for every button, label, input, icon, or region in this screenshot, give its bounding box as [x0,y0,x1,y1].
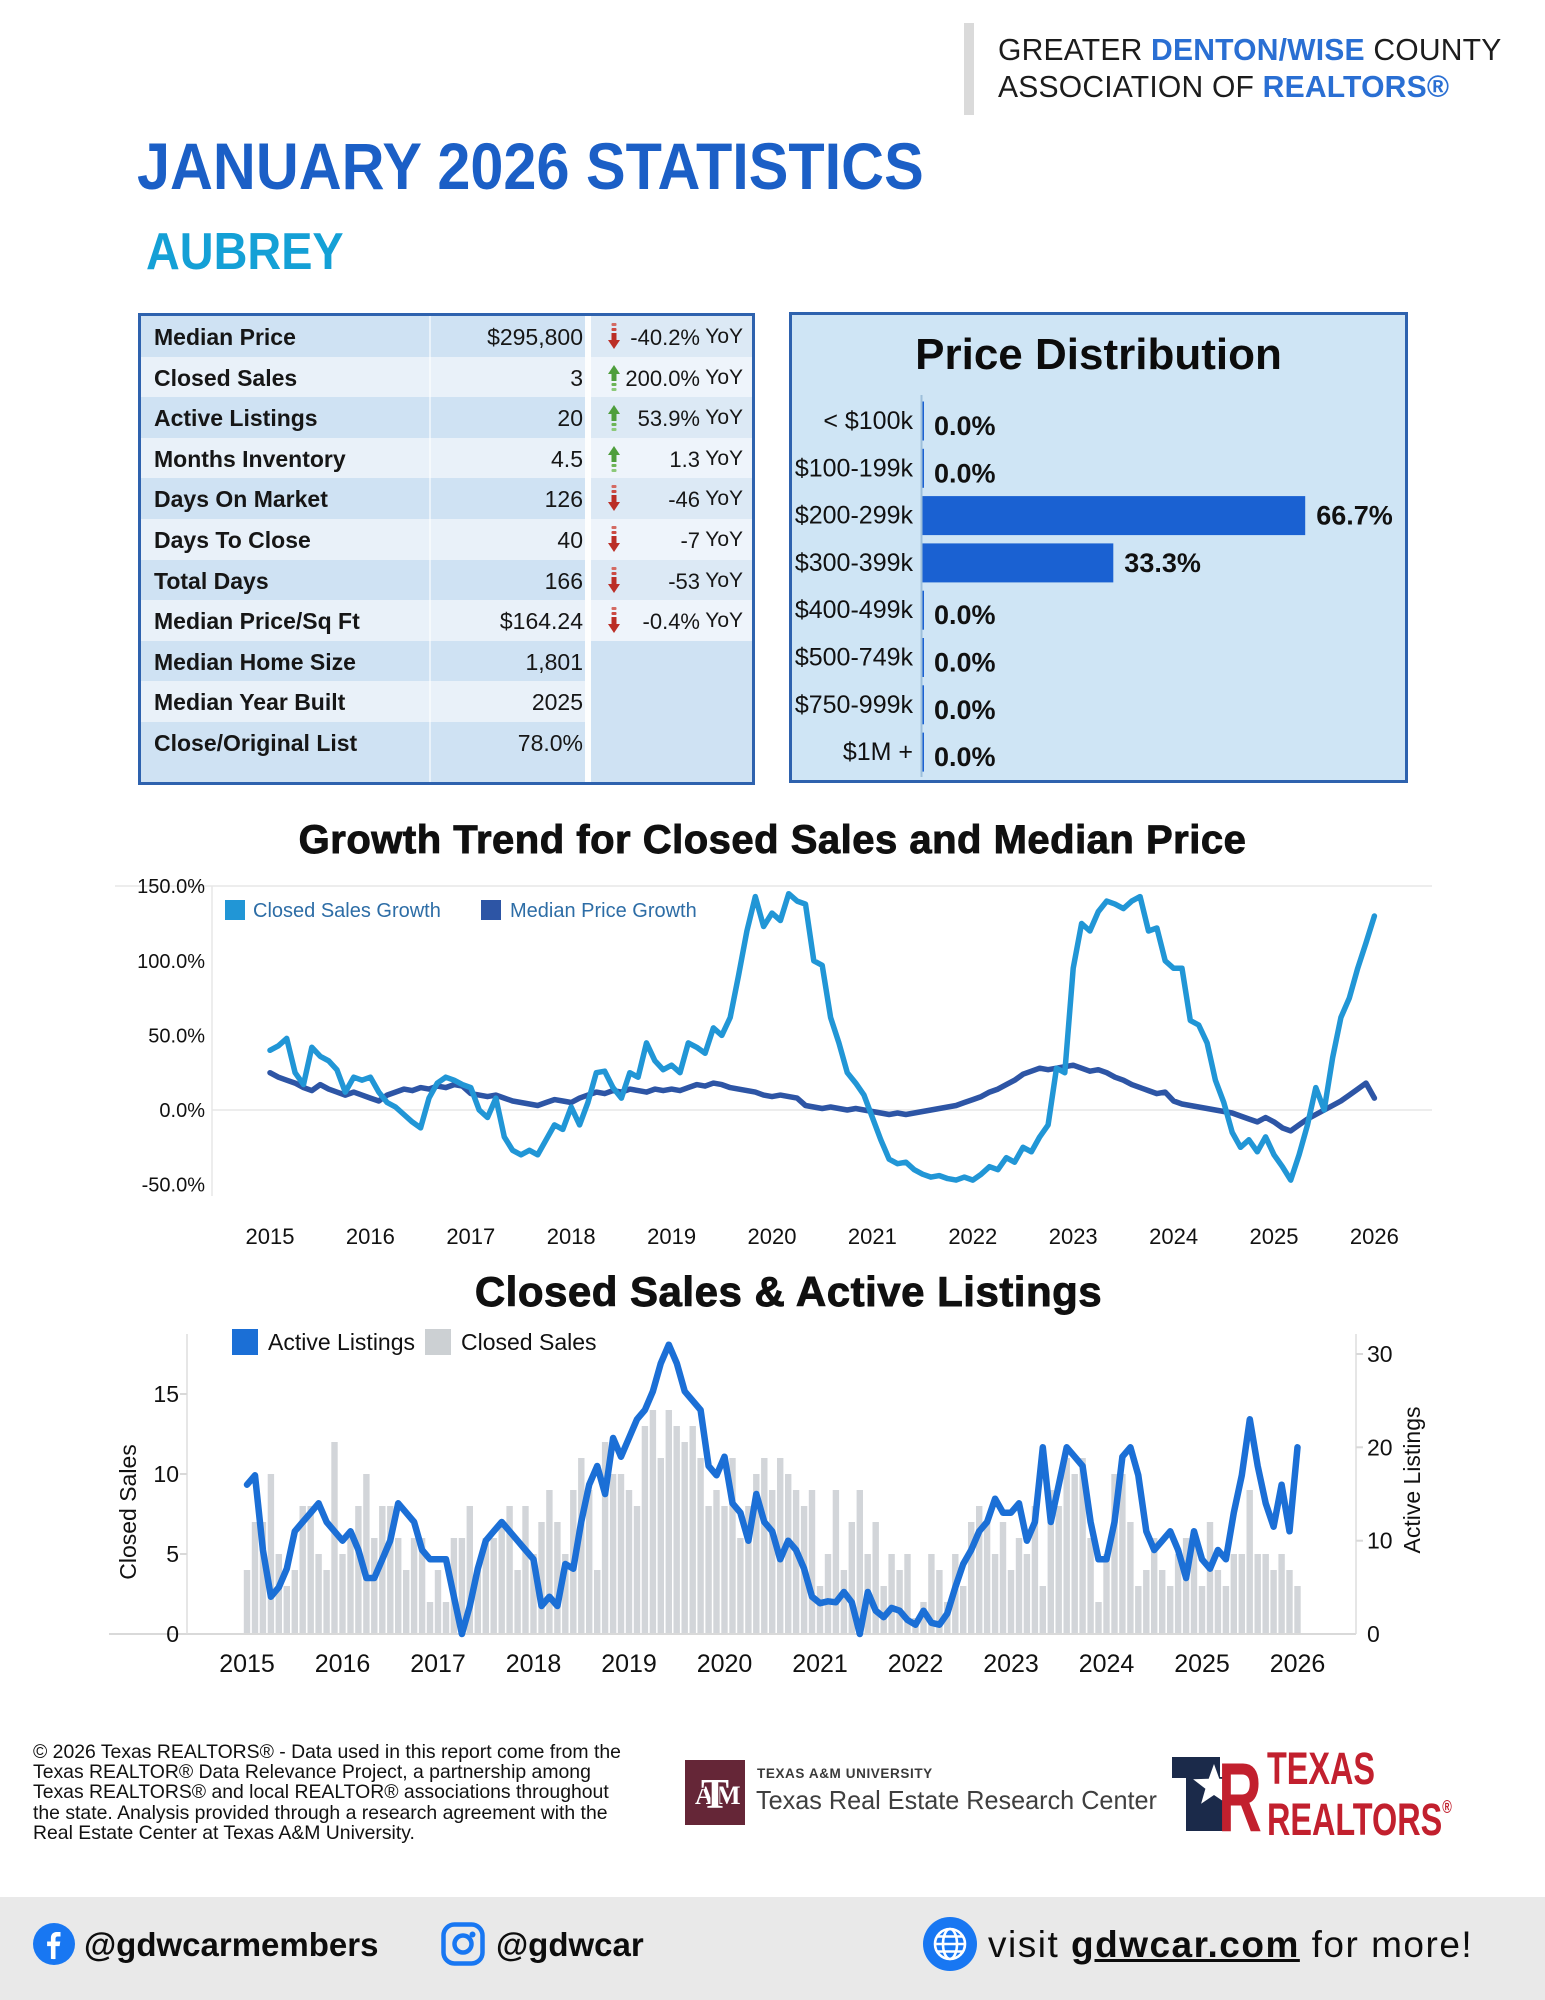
svg-text:30: 30 [1367,1341,1393,1367]
svg-text:Active Listings: Active Listings [1399,1406,1425,1553]
svg-text:0.0%: 0.0% [934,742,996,772]
svg-text:R: R [1218,1755,1262,1833]
svg-text:5: 5 [166,1541,179,1567]
svg-text:Active Listings: Active Listings [268,1329,415,1355]
svg-text:Closed Sales: Closed Sales [115,1444,141,1580]
svg-text:-50.0%: -50.0% [142,1175,206,1197]
svg-text:$400-499k: $400-499k [795,596,914,624]
svg-text:0.0%: 0.0% [934,600,996,630]
svg-text:$500-749k: $500-749k [795,644,914,672]
svg-text:< $100k: < $100k [823,407,913,435]
svg-text:2016: 2016 [315,1650,371,1678]
svg-text:33.3%: 33.3% [1124,548,1201,578]
svg-text:2023: 2023 [983,1650,1039,1678]
svg-text:2021: 2021 [792,1650,848,1678]
svg-text:$300-399k: $300-399k [795,549,914,577]
svg-text:150.0%: 150.0% [137,876,205,898]
svg-text:20: 20 [1367,1434,1393,1460]
svg-text:$200-299k: $200-299k [795,502,914,530]
svg-text:2023: 2023 [1049,1224,1098,1249]
svg-text:0: 0 [1367,1621,1380,1647]
svg-text:10: 10 [1367,1528,1393,1554]
svg-text:2025: 2025 [1250,1224,1299,1249]
svg-text:T: T [701,1772,729,1818]
svg-text:$1M +: $1M + [843,738,913,766]
svg-text:2021: 2021 [848,1224,897,1249]
svg-text:50.0%: 50.0% [148,1025,205,1047]
svg-text:2024: 2024 [1149,1224,1198,1249]
svg-text:10: 10 [153,1461,179,1487]
svg-text:15: 15 [153,1381,179,1407]
svg-text:0.0%: 0.0% [159,1100,205,1122]
svg-text:0.0%: 0.0% [934,695,996,725]
svg-text:2026: 2026 [1350,1224,1399,1249]
svg-text:$100-199k: $100-199k [795,454,914,482]
svg-text:2017: 2017 [410,1650,466,1678]
svg-text:$750-999k: $750-999k [795,691,914,719]
svg-text:2018: 2018 [506,1650,562,1678]
svg-text:0.0%: 0.0% [934,411,996,441]
svg-text:Median Price Growth: Median Price Growth [510,900,697,922]
svg-text:2020: 2020 [748,1224,797,1249]
svg-text:100.0%: 100.0% [137,951,205,973]
svg-text:2022: 2022 [948,1224,997,1249]
svg-text:2016: 2016 [346,1224,395,1249]
svg-text:2015: 2015 [219,1650,275,1678]
svg-text:2022: 2022 [888,1650,944,1678]
svg-text:Closed Sales Growth: Closed Sales Growth [253,900,441,922]
svg-text:2017: 2017 [446,1224,495,1249]
svg-text:M: M [716,1781,741,1810]
svg-text:0: 0 [166,1621,179,1647]
svg-text:2025: 2025 [1174,1650,1230,1678]
svg-text:Closed Sales: Closed Sales [461,1329,597,1355]
svg-text:66.7%: 66.7% [1316,501,1393,531]
svg-text:A: A [695,1781,714,1810]
svg-text:0.0%: 0.0% [934,458,996,488]
svg-text:2018: 2018 [547,1224,596,1249]
svg-text:2026: 2026 [1270,1650,1326,1678]
svg-text:2020: 2020 [697,1650,753,1678]
svg-text:2024: 2024 [1079,1650,1135,1678]
svg-text:0.0%: 0.0% [934,648,996,678]
svg-text:2019: 2019 [601,1650,657,1678]
svg-text:2019: 2019 [647,1224,696,1249]
svg-text:2015: 2015 [246,1224,295,1249]
